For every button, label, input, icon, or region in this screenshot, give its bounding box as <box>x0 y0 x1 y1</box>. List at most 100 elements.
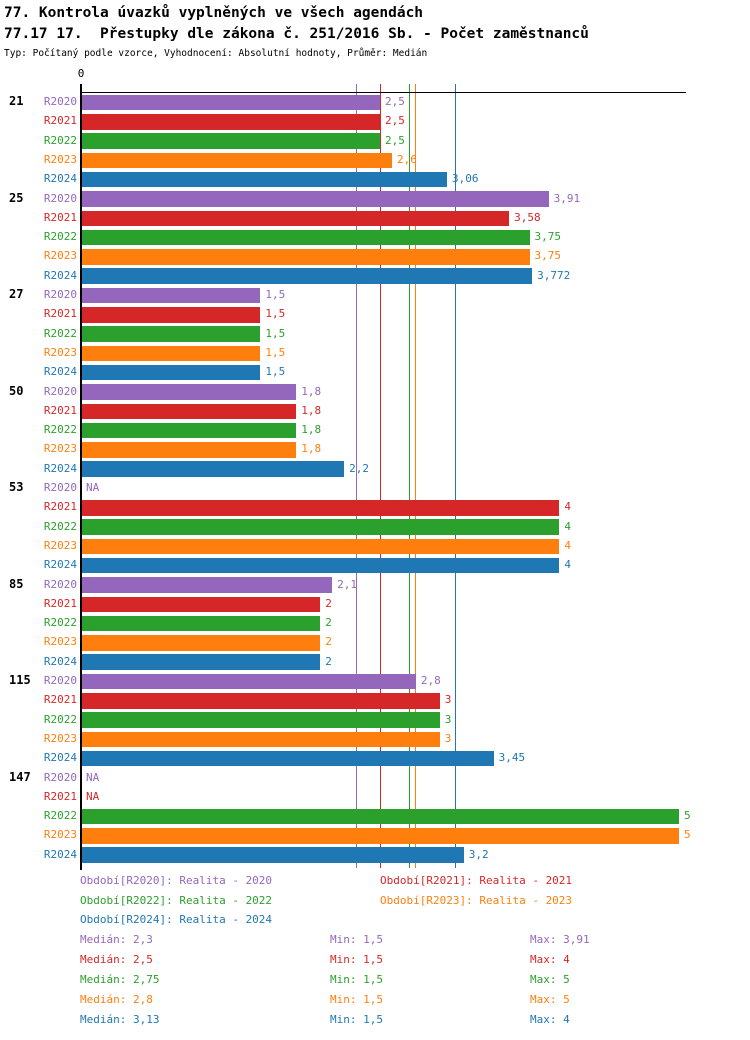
value-label: 4 <box>564 519 572 533</box>
bar-R2021 <box>82 500 560 516</box>
year-label: R2024 <box>43 172 77 186</box>
year-label: R2020 <box>43 384 77 398</box>
stat-max-R2024: Max: 4 <box>530 1013 570 1026</box>
bar-R2021 <box>82 596 321 612</box>
value-label: 1,8 <box>301 403 322 417</box>
legend-item-R2023: Období[R2023]: Realita - 2023 <box>380 894 573 907</box>
bar-R2021 <box>82 403 297 419</box>
year-label: R2024 <box>43 461 77 475</box>
value-label: 1,8 <box>301 442 322 456</box>
stat-min-R2023: Min: 1,5 <box>330 993 383 1006</box>
bar-R2021 <box>82 114 380 130</box>
year-label: R2023 <box>43 731 77 745</box>
bar-R2020 <box>82 94 380 111</box>
bar-R2023 <box>82 538 560 555</box>
bar-R2023 <box>82 345 261 362</box>
stat-median-R2022: Medián: 2,75 <box>80 973 160 986</box>
bar-R2024 <box>82 268 533 284</box>
value-label: 3,91 <box>553 191 581 205</box>
value-label: 2,5 <box>385 114 405 128</box>
legend-item-R2021: Období[R2021]: Realita - 2021 <box>380 874 573 887</box>
year-label: R2023 <box>43 345 77 359</box>
median-line-R2023 <box>415 84 417 868</box>
median-line-R2022 <box>409 84 411 868</box>
bar-R2020 <box>82 191 549 207</box>
stat-median-R2023: Medián: 2,8 <box>80 993 153 1006</box>
median-line-R2024 <box>454 84 456 868</box>
value-label: 2 <box>325 616 332 630</box>
stat-max-R2021: Max: 4 <box>530 953 570 966</box>
stat-median-R2021: Medián: 2,5 <box>80 953 153 966</box>
page-title: 77. Kontrola úvazků vyplněných ve všech … <box>4 5 424 21</box>
x-axis-line <box>80 92 686 93</box>
year-label: R2022 <box>43 230 77 244</box>
group-label: 27 <box>9 287 24 301</box>
value-label: 1,5 <box>265 365 286 379</box>
year-label: R2022 <box>43 809 77 823</box>
bar-R2020 <box>82 287 261 304</box>
value-label: 3,2 <box>468 847 489 861</box>
bar-R2020 <box>82 577 333 593</box>
value-label: 5 <box>684 828 691 842</box>
year-label: R2024 <box>43 558 77 572</box>
legend-item-R2024: Období[R2024]: Realita - 2024 <box>80 913 273 926</box>
year-label: R2022 <box>43 712 77 726</box>
year-label: R2021 <box>43 693 77 707</box>
year-label: R2022 <box>43 326 77 340</box>
group-label: 50 <box>9 383 24 398</box>
bar-R2024 <box>82 847 464 863</box>
chart-subtitle: Typ: Počítaný podle vzorce, Vyhodnocení:… <box>4 48 428 59</box>
value-label: 4 <box>564 500 572 514</box>
value-label: 4 <box>564 558 572 572</box>
year-label: R2023 <box>43 538 77 552</box>
stat-median-R2024: Medián: 3,13 <box>80 1013 160 1026</box>
year-label: R2022 <box>43 519 77 533</box>
value-label: 3,06 <box>451 172 479 186</box>
bar-R2022 <box>82 519 560 535</box>
bar-R2020 <box>82 384 297 400</box>
year-label: R2020 <box>43 191 77 205</box>
na-label: NA <box>86 481 100 494</box>
legend-item-R2020: Období[R2020]: Realita - 2020 <box>80 874 273 887</box>
bar-R2020 <box>82 673 416 690</box>
value-label: 3,75 <box>534 230 562 244</box>
value-label: 2 <box>325 596 332 610</box>
value-label: 2,1 <box>337 577 358 591</box>
bar-R2024 <box>82 461 345 477</box>
year-label: R2020 <box>43 770 77 784</box>
chart-title: 77.17 17. Přestupky dle zákona č. 251/20… <box>4 26 589 42</box>
year-label: R2022 <box>43 423 77 437</box>
bar-R2022 <box>82 615 321 632</box>
bar-R2024 <box>82 654 321 670</box>
year-label: R2021 <box>43 789 77 803</box>
year-label: R2023 <box>43 152 77 166</box>
bar-R2023 <box>82 152 392 169</box>
year-label: R2020 <box>43 674 77 687</box>
group-label: 115 <box>9 673 31 687</box>
value-label: 3,772 <box>537 268 571 282</box>
year-label: R2020 <box>43 95 77 108</box>
bar-R2023 <box>82 249 530 265</box>
value-label: 3,45 <box>498 751 526 765</box>
year-label: R2024 <box>43 268 77 282</box>
year-label: R2022 <box>43 133 77 147</box>
value-label: 3,58 <box>514 210 541 224</box>
group-label: 53 <box>9 480 24 494</box>
bar-R2021 <box>82 210 510 226</box>
stat-min-R2020: Min: 1,5 <box>330 933 383 946</box>
year-label: R2021 <box>43 500 77 514</box>
value-label: 4 <box>564 538 572 552</box>
value-label: 1,5 <box>265 288 286 301</box>
stat-min-R2024: Min: 1,5 <box>330 1013 383 1026</box>
value-label: 3 <box>444 693 452 707</box>
value-label: 1,8 <box>301 384 322 398</box>
year-label: R2020 <box>43 481 77 494</box>
value-label: 2,8 <box>420 674 441 687</box>
year-label: R2021 <box>43 596 77 610</box>
bar-R2023 <box>82 635 321 651</box>
bar-R2024 <box>82 171 447 188</box>
year-label: R2021 <box>43 210 77 224</box>
bar-R2024 <box>82 557 560 574</box>
bar-R2022 <box>82 808 679 825</box>
